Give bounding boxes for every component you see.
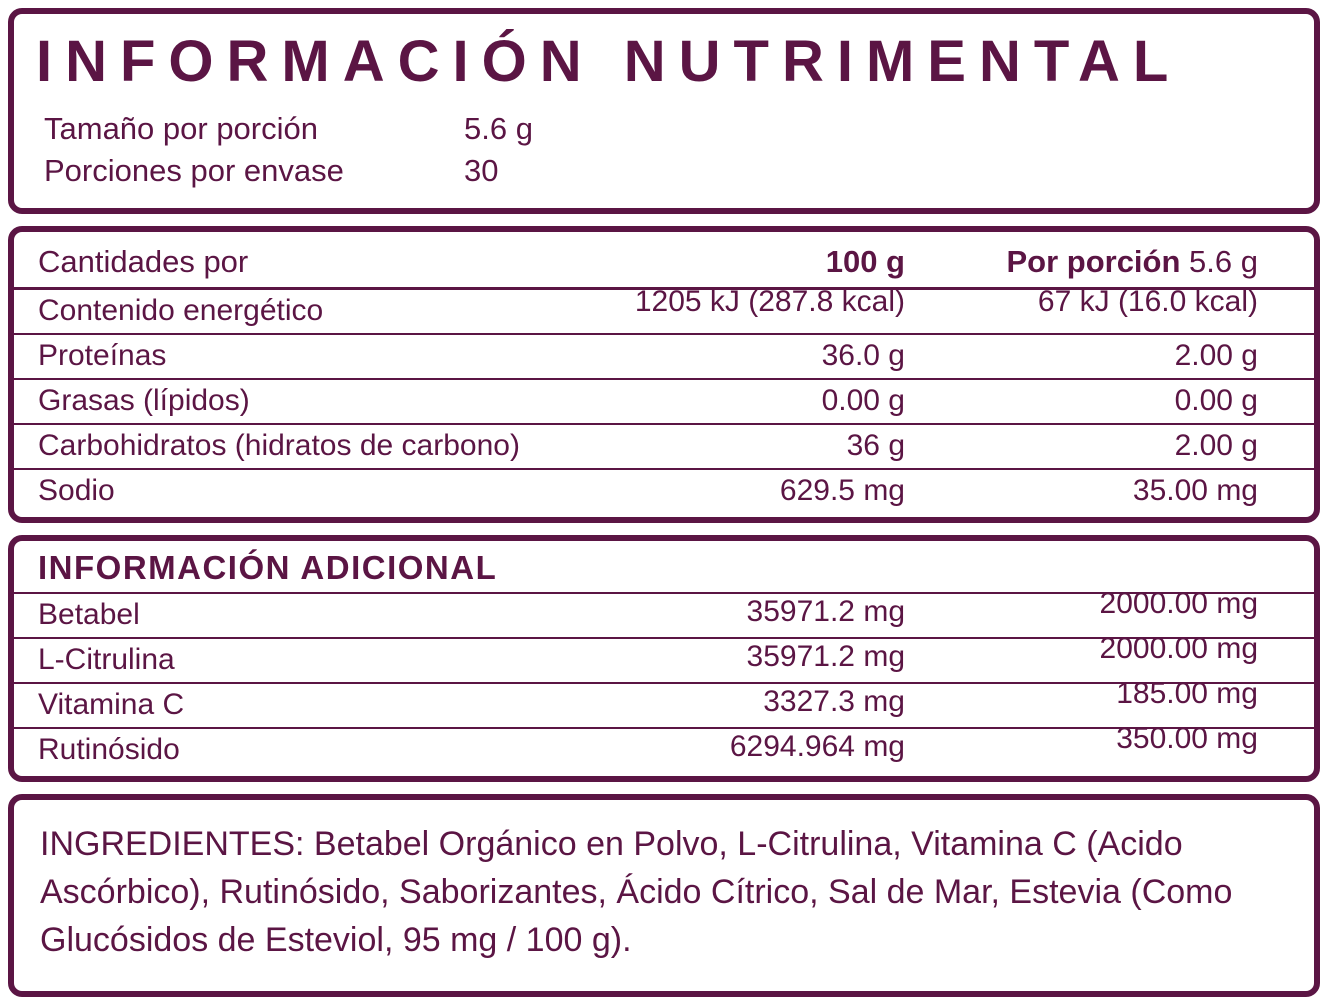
nutrient-label: Sodio: [38, 473, 115, 507]
ingredients-box: INGREDIENTES: Betabel Orgánico en Polvo,…: [8, 793, 1320, 997]
table-row: L-Citrulina 35971.2 mg 2000.00 mg: [14, 632, 1314, 684]
per-100g-value: 0.00 g: [821, 383, 905, 417]
nutrient-label: Carbohidratos (hidratos de carbono): [38, 428, 520, 462]
table-row: Proteínas 36.0 g 2.00 g: [14, 335, 1314, 380]
table-row: Sodio 629.5 mg 35.00 mg: [14, 470, 1314, 517]
ingredient-label: Betabel: [38, 597, 140, 631]
additional-info-box: INFORMACIÓN ADICIONAL Betabel 35971.2 mg…: [8, 534, 1320, 782]
table-row: Rutinósido 6294.964 mg 350.00 mg: [14, 722, 1314, 776]
nutrition-label: INFORMACIÓN NUTRIMENTAL Tamaño por porci…: [8, 8, 1320, 997]
table-row: Contenido energético 1205 kJ (287.8 kcal…: [14, 285, 1314, 335]
per-portion-value: 2000.00 mg: [1099, 586, 1258, 620]
header-box: INFORMACIÓN NUTRIMENTAL Tamaño por porci…: [8, 8, 1320, 214]
additional-info-title: INFORMACIÓN ADICIONAL: [14, 541, 1314, 594]
ingredient-label: Rutinósido: [38, 732, 180, 766]
table-row: Vitamina C 3327.3 mg 185.00 mg: [14, 677, 1314, 729]
table-row: Betabel 35971.2 mg 2000.00 mg: [14, 587, 1314, 639]
per-100g-value: 35971.2 mg: [746, 639, 905, 673]
per-100g-column-header: 100 g: [825, 243, 905, 279]
table-row: Carbohidratos (hidratos de carbono) 36 g…: [14, 425, 1314, 470]
per-100g-value: 6294.964 mg: [729, 729, 905, 763]
ingredient-label: Vitamina C: [38, 687, 185, 721]
per-100g-value: 629.5 mg: [779, 473, 905, 507]
per-100g-value: 3327.3 mg: [763, 684, 905, 718]
per-100g-value: 36.0 g: [821, 338, 905, 372]
per-portion-value: 350.00 mg: [1116, 721, 1258, 755]
per-100g-value: 1205 kJ (287.8 kcal): [634, 284, 905, 318]
serving-size-row: Tamaño por porción 5.6 g: [14, 108, 1314, 150]
ingredients-text: INGREDIENTES: Betabel Orgánico en Polvo,…: [40, 824, 1233, 960]
nutrient-label: Proteínas: [38, 338, 167, 372]
servings-per-container-row: Porciones por envase 30: [14, 150, 1314, 192]
per-portion-value: 2000.00 mg: [1099, 631, 1258, 665]
per-portion-value: 35.00 mg: [1132, 473, 1258, 507]
per-portion-value: 2.00 g: [1174, 338, 1258, 372]
servings-per-container-label: Porciones por envase: [44, 152, 344, 188]
ingredient-label: L-Citrulina: [38, 642, 175, 676]
nutrient-label: Grasas (lípidos): [38, 383, 250, 417]
per-portion-size: 5.6 g: [1189, 243, 1258, 279]
servings-per-container-value: 30: [464, 152, 499, 188]
page-title: INFORMACIÓN NUTRIMENTAL: [36, 29, 1182, 94]
serving-size-value: 5.6 g: [464, 110, 533, 146]
nutrition-table-header: Cantidades por 100 g Por porción 5.6 g: [14, 232, 1314, 290]
table-row: Grasas (lípidos) 0.00 g 0.00 g: [14, 380, 1314, 425]
amounts-per-label: Cantidades por: [38, 243, 249, 279]
per-portion-column-header: Por porción 5.6 g: [905, 244, 1314, 280]
nutrient-label: Contenido energético: [38, 293, 324, 327]
nutrition-table-box: Cantidades por 100 g Por porción 5.6 g C…: [8, 225, 1320, 523]
per-portion-value: 2.00 g: [1174, 428, 1258, 462]
serving-size-label: Tamaño por porción: [44, 110, 318, 146]
per-portion-value: 0.00 g: [1174, 383, 1258, 417]
per-portion-value: 185.00 mg: [1116, 676, 1258, 710]
per-portion-value: 67 kJ (16.0 kcal): [1037, 284, 1258, 318]
per-100g-value: 35971.2 mg: [746, 594, 905, 628]
per-portion-label: Por porción: [1006, 243, 1181, 279]
per-100g-value: 36 g: [846, 428, 905, 462]
